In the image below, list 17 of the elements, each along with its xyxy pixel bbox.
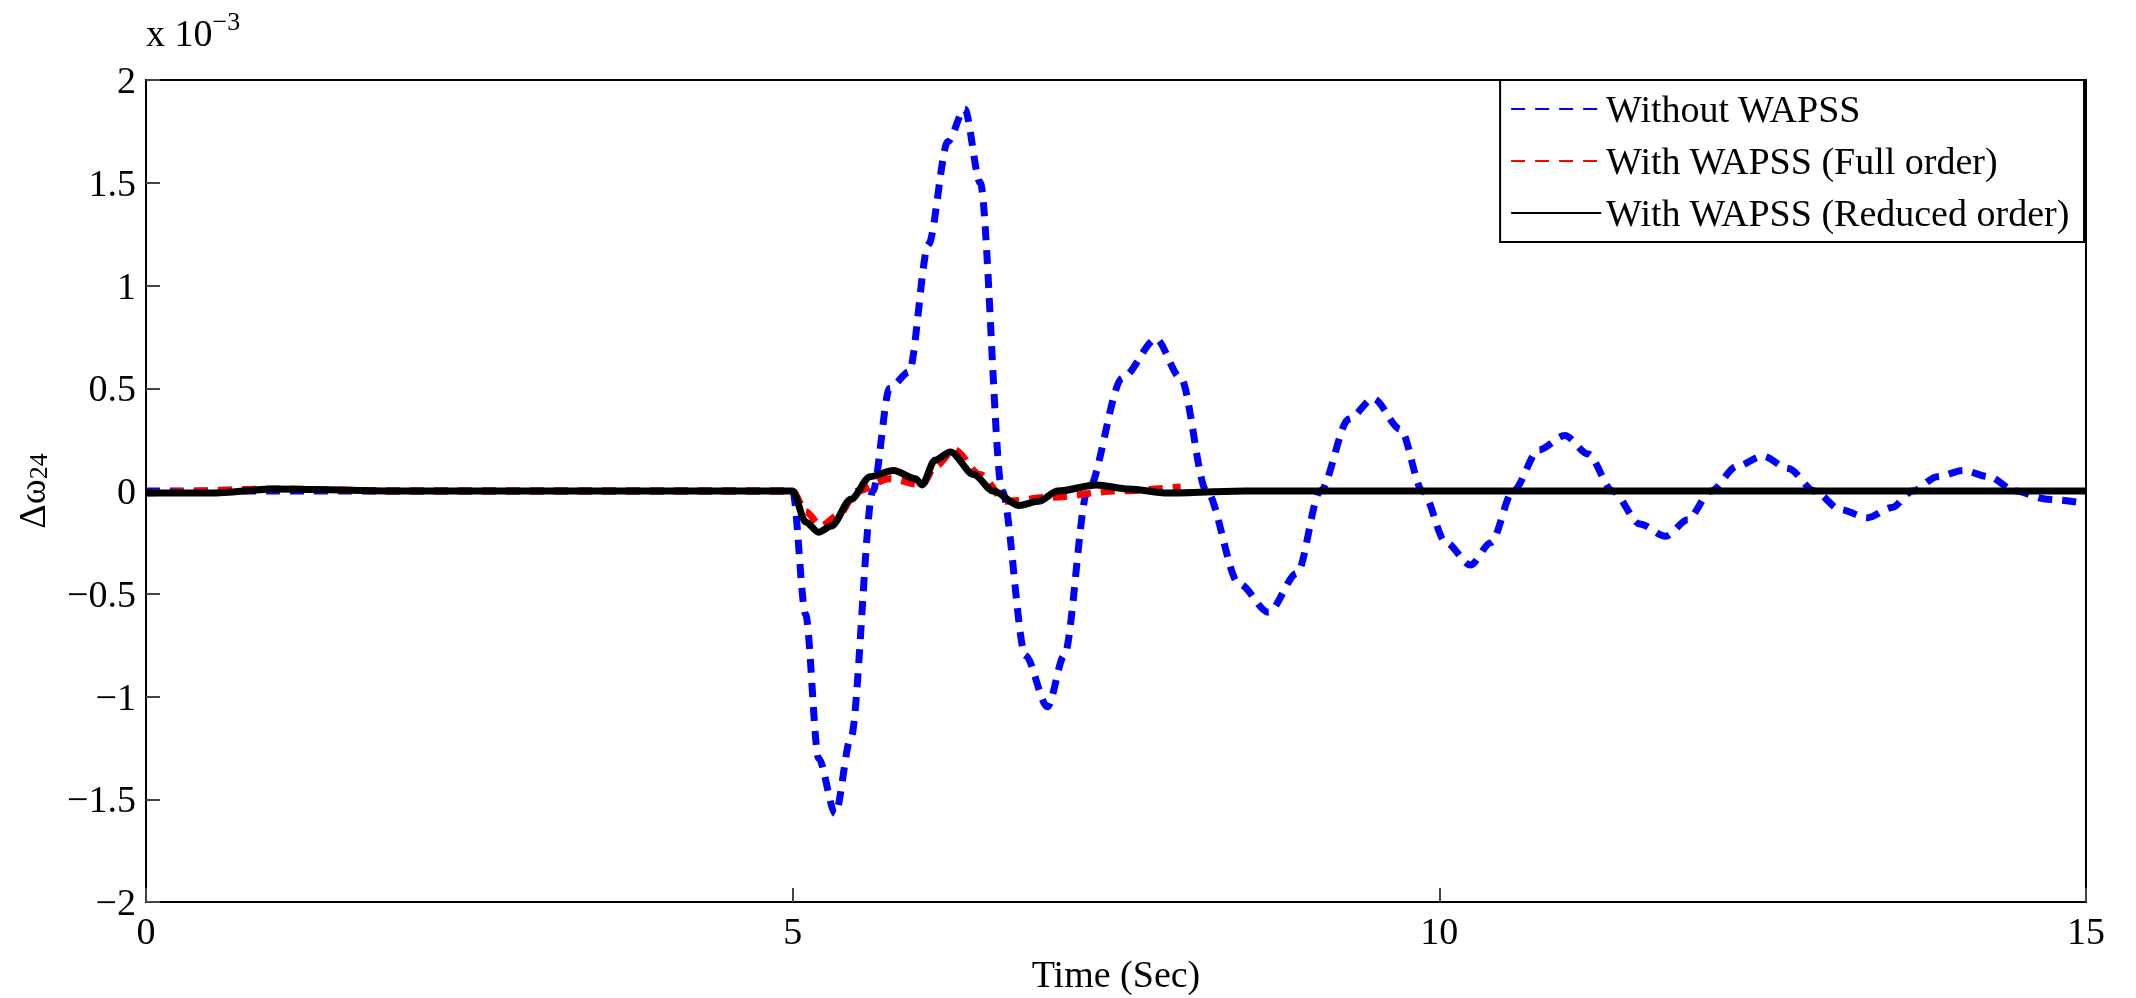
y-axis-title: Δω24 bbox=[11, 453, 53, 529]
y-tick-label: 0 bbox=[117, 470, 136, 513]
x-tick-label: 15 bbox=[2067, 910, 2105, 953]
y-tick-label: −2 bbox=[95, 881, 136, 924]
legend-label: With WAPSS (Full order) bbox=[1606, 140, 1998, 183]
legend-label: Without WAPSS bbox=[1606, 88, 1861, 130]
y-tick-label: 1 bbox=[117, 264, 136, 307]
x-tick-label: 5 bbox=[783, 910, 803, 953]
y-tick-label: −1 bbox=[95, 675, 136, 718]
y-tick-label: −1.5 bbox=[67, 778, 136, 821]
y-tick-label: 2 bbox=[117, 59, 136, 101]
y-tick-label: −0.5 bbox=[67, 572, 136, 615]
y-tick-label: 0.5 bbox=[88, 367, 136, 410]
y-tick-label: 1.5 bbox=[88, 161, 136, 204]
x-axis-title: Time (Sec) bbox=[1031, 953, 1201, 996]
x-tick-label: 10 bbox=[1420, 910, 1459, 953]
legend-label: With WAPSS (Reduced order) bbox=[1606, 192, 2070, 235]
